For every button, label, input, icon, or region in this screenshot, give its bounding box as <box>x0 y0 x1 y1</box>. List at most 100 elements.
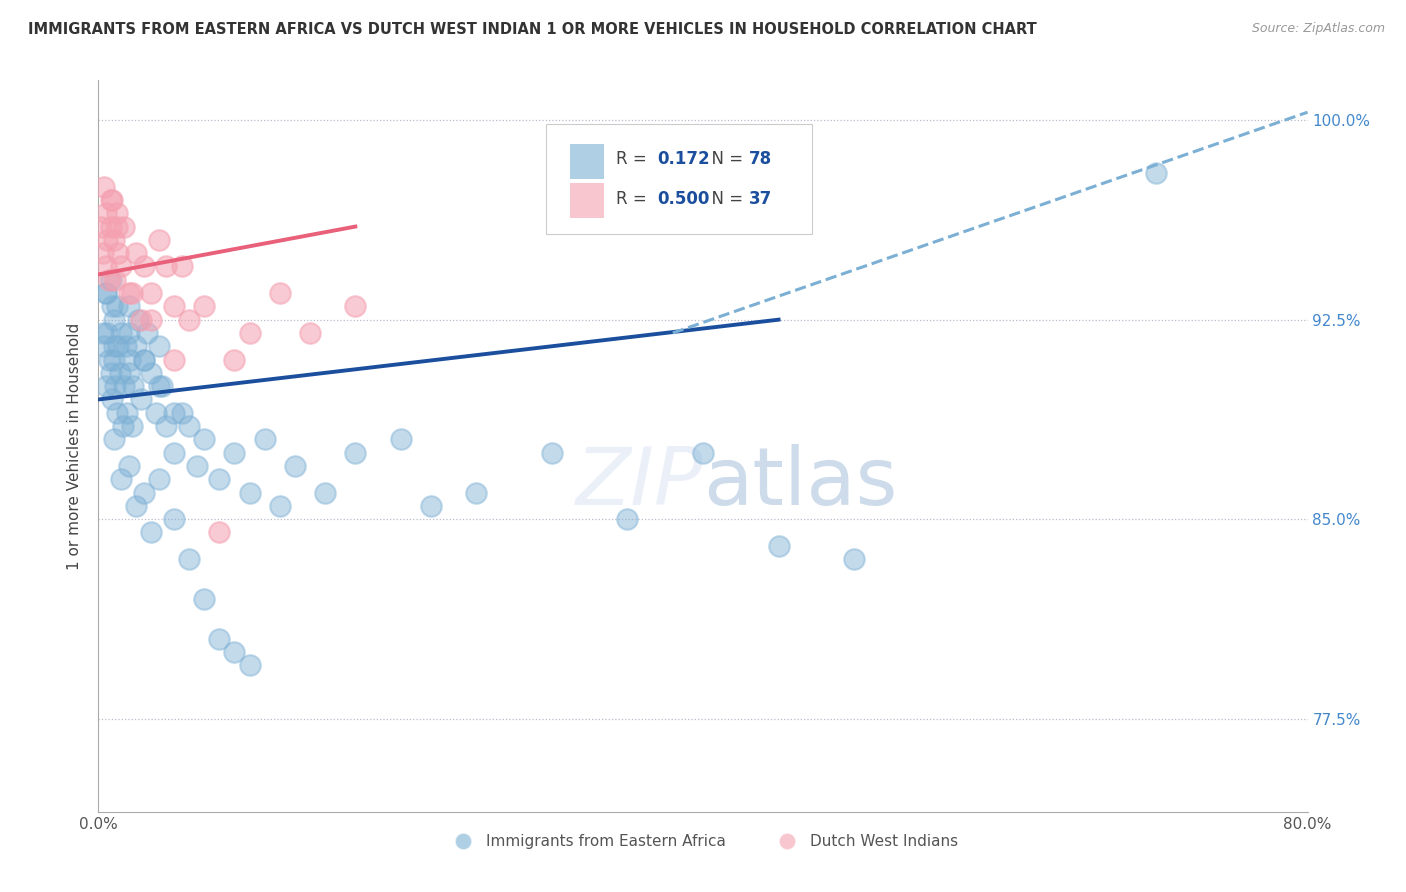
Point <box>105 219 128 234</box>
FancyBboxPatch shape <box>569 183 603 218</box>
Point <box>163 299 186 313</box>
Point <box>98 352 121 367</box>
Text: N =: N = <box>700 190 748 208</box>
Point <box>389 433 412 447</box>
Point <box>103 233 125 247</box>
Point <box>94 286 117 301</box>
Point <box>105 299 128 313</box>
Point <box>110 326 132 340</box>
Point <box>135 326 157 340</box>
Point <box>112 219 135 234</box>
Point <box>100 273 122 287</box>
Point <box>118 299 141 313</box>
Point <box>193 433 215 447</box>
Point <box>107 339 129 353</box>
Point <box>239 485 262 500</box>
Point <box>239 658 262 673</box>
Point <box>108 366 131 380</box>
Text: Source: ZipAtlas.com: Source: ZipAtlas.com <box>1251 22 1385 36</box>
Point <box>94 206 117 220</box>
Point <box>269 499 291 513</box>
Point <box>118 326 141 340</box>
Point <box>768 539 790 553</box>
Point <box>239 326 262 340</box>
Point <box>105 206 128 220</box>
Point <box>100 366 122 380</box>
Point <box>844 552 866 566</box>
Point <box>148 339 170 353</box>
Point <box>163 512 186 526</box>
Point <box>118 286 141 301</box>
Point <box>132 352 155 367</box>
Text: 0.172: 0.172 <box>657 150 710 169</box>
Point <box>299 326 322 340</box>
Point <box>103 352 125 367</box>
Point <box>91 326 114 340</box>
Point <box>118 366 141 380</box>
Point <box>193 299 215 313</box>
Point <box>616 512 638 526</box>
Point <box>96 326 118 340</box>
Text: R =: R = <box>616 190 652 208</box>
Point <box>132 260 155 274</box>
Text: atlas: atlas <box>703 443 897 522</box>
Point <box>91 246 114 260</box>
Point <box>101 299 124 313</box>
Point <box>114 339 136 353</box>
Y-axis label: 1 or more Vehicles in Household: 1 or more Vehicles in Household <box>67 322 83 570</box>
Point <box>269 286 291 301</box>
Point <box>179 312 201 326</box>
Text: ZIP: ZIP <box>575 443 703 522</box>
FancyBboxPatch shape <box>569 144 603 179</box>
Text: N =: N = <box>700 150 748 169</box>
Point <box>141 366 163 380</box>
Point <box>93 179 115 194</box>
Point <box>284 458 307 473</box>
Point <box>420 499 443 513</box>
Text: 78: 78 <box>749 150 772 169</box>
Point <box>141 286 163 301</box>
Point <box>186 458 208 473</box>
Point <box>110 260 132 274</box>
Point <box>692 445 714 459</box>
Point <box>465 485 488 500</box>
Point <box>94 379 117 393</box>
Point <box>111 419 134 434</box>
Text: 37: 37 <box>749 190 772 208</box>
Point <box>179 419 201 434</box>
Point <box>122 379 145 393</box>
Point <box>132 485 155 500</box>
Point <box>208 632 231 646</box>
Point <box>344 299 367 313</box>
Point <box>253 433 276 447</box>
Point <box>125 246 148 260</box>
Point <box>148 379 170 393</box>
Text: 0.500: 0.500 <box>657 190 710 208</box>
Point <box>125 339 148 353</box>
Point <box>112 379 135 393</box>
Point <box>103 312 125 326</box>
Point <box>101 193 124 207</box>
Point <box>90 219 112 234</box>
Point <box>121 286 143 301</box>
Point <box>208 472 231 486</box>
Point <box>208 525 231 540</box>
Point <box>127 312 149 326</box>
Point <box>105 406 128 420</box>
Point <box>170 406 193 420</box>
Point <box>193 591 215 606</box>
Point <box>145 406 167 420</box>
Point <box>104 273 127 287</box>
Point <box>314 485 336 500</box>
Text: IMMIGRANTS FROM EASTERN AFRICA VS DUTCH WEST INDIAN 1 OR MORE VEHICLES IN HOUSEH: IMMIGRANTS FROM EASTERN AFRICA VS DUTCH … <box>28 22 1036 37</box>
Point <box>141 525 163 540</box>
Point <box>93 339 115 353</box>
Point <box>224 645 246 659</box>
FancyBboxPatch shape <box>546 124 811 234</box>
Point <box>148 472 170 486</box>
Point <box>101 392 124 407</box>
Point <box>120 352 142 367</box>
Point <box>141 312 163 326</box>
Point <box>115 406 138 420</box>
Point <box>98 273 121 287</box>
